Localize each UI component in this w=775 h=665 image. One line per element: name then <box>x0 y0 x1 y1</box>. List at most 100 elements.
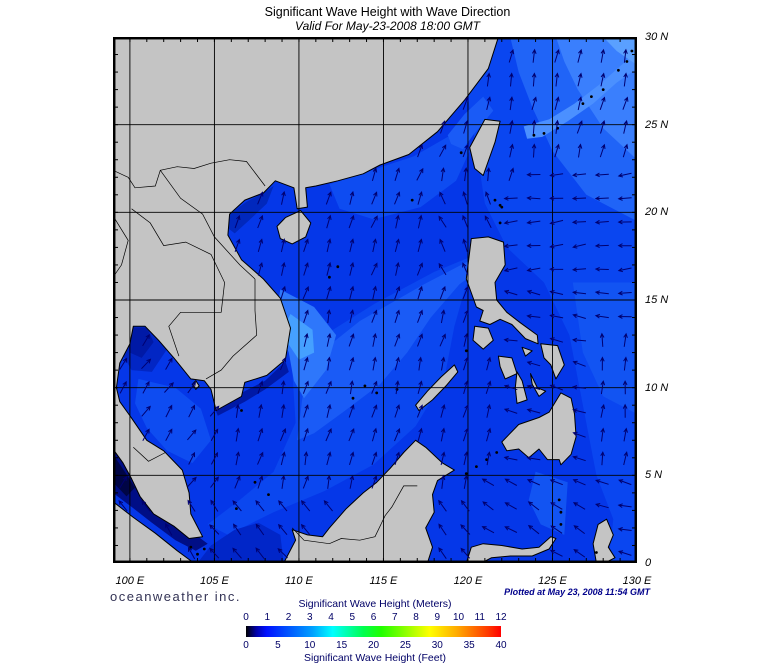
wave-arrow <box>349 261 355 276</box>
wave-arrow <box>460 524 471 535</box>
wave-arrow <box>303 262 309 276</box>
wave-arrow <box>235 427 240 442</box>
wave-arrow <box>302 285 309 300</box>
wave-arrow <box>504 502 517 510</box>
wave-arrow <box>503 337 518 343</box>
wave-arrow <box>278 500 288 512</box>
wave-arrow <box>417 238 423 253</box>
wave-arrow <box>440 474 446 489</box>
wave-arrow <box>572 337 587 343</box>
meters-tick-9: 9 <box>434 612 441 623</box>
wave-arrow <box>326 451 332 466</box>
wave-arrow <box>600 451 605 466</box>
islet <box>196 552 199 556</box>
wave-arrow <box>416 262 423 276</box>
wave-arrow <box>572 408 586 414</box>
wave-arrow <box>326 309 332 324</box>
wave-arrow <box>531 96 537 110</box>
wave-arrow <box>210 451 219 465</box>
wave-arrow <box>255 523 265 536</box>
wave-arrow <box>349 451 355 466</box>
islet <box>557 498 561 502</box>
islet <box>630 49 634 53</box>
wave-arrow <box>438 262 447 276</box>
wave-arrow <box>617 290 632 296</box>
wave-arrow <box>531 143 537 158</box>
wave-arrow <box>484 215 492 229</box>
wave-arrow <box>439 191 446 205</box>
wave-arrow <box>257 427 264 442</box>
wave-arrow <box>349 380 355 395</box>
wave-arrow <box>371 167 378 182</box>
islet <box>595 551 598 554</box>
wave-arrow <box>594 196 609 201</box>
wave-arrow <box>395 380 400 395</box>
wave-arrow <box>577 96 583 111</box>
meters-tick-12: 12 <box>495 612 507 623</box>
wave-arrow <box>481 526 495 534</box>
wave-arrow <box>509 119 514 134</box>
wave-arrow <box>572 313 586 319</box>
islet <box>267 493 270 496</box>
wave-arrow <box>509 143 514 158</box>
wave-arrow <box>549 219 564 225</box>
feet-tick-30: 30 <box>431 640 443 651</box>
wave-arrow <box>232 500 242 512</box>
wave-arrow <box>617 267 632 273</box>
wave-arrow <box>417 427 423 442</box>
meters-tick-3: 3 <box>306 612 313 623</box>
islet <box>375 391 379 395</box>
longitude-axis-labels: 100 E 105 E 110 E 115 E 120 E 125 E 130 E <box>0 575 775 589</box>
plotted-timestamp: Plotted at May 23, 2008 11:54 GMT <box>504 587 650 597</box>
wave-arrow <box>462 191 468 205</box>
wave-arrow <box>440 427 446 442</box>
wave-arrow <box>209 405 220 417</box>
wave-arrow <box>326 214 332 229</box>
wave-arrow <box>235 403 240 418</box>
wave-arrow <box>617 503 632 508</box>
wave-arrow <box>417 380 423 395</box>
wave-arrow <box>257 238 264 253</box>
wave-arrow <box>504 478 518 486</box>
islet <box>601 88 605 91</box>
islet <box>202 547 206 551</box>
lat-label-30: 30 N <box>645 31 669 43</box>
meters-tick-11: 11 <box>474 612 485 623</box>
wave-arrow <box>325 380 332 394</box>
wave-arrow <box>572 502 586 510</box>
islet <box>363 384 367 388</box>
wave-arrow <box>281 261 286 276</box>
islet <box>559 510 563 514</box>
wave-arrow <box>440 451 446 466</box>
islet <box>493 198 497 202</box>
meters-tick-0: 0 <box>243 612 249 623</box>
wave-arrow <box>300 523 311 536</box>
meters-tick-6: 6 <box>370 612 377 623</box>
legend-meters-ticks: 0 1 2 3 4 5 6 7 8 9 10 11 12 <box>0 612 775 624</box>
islet <box>500 205 504 209</box>
wave-arrow <box>572 479 586 486</box>
wave-arrow <box>300 500 311 512</box>
wave-arrow <box>486 356 492 371</box>
wave-arrow <box>599 96 606 110</box>
wave-arrow <box>503 196 518 201</box>
wave-arrow <box>371 309 378 323</box>
wave-arrow <box>303 427 309 442</box>
wave-arrow <box>119 475 128 489</box>
wave-arrow <box>232 547 242 559</box>
land-mindoro <box>472 325 494 350</box>
wave-arrow <box>235 451 241 466</box>
lon-label-105: 105 E <box>200 575 229 587</box>
wave-arrow <box>463 380 469 395</box>
wave-shading-malacca-dark <box>113 443 208 551</box>
wave-arrow <box>438 547 447 559</box>
feet-tick-40: 40 <box>495 640 507 651</box>
wave-arrow <box>623 72 628 87</box>
lat-label-15: 15 N <box>645 294 669 306</box>
wave-arrow <box>572 455 586 462</box>
wave-arrow <box>600 48 606 63</box>
lat-label-25: 25 N <box>645 118 669 131</box>
wave-shading-gulf-bright <box>135 378 211 464</box>
wave-arrow <box>485 380 492 394</box>
